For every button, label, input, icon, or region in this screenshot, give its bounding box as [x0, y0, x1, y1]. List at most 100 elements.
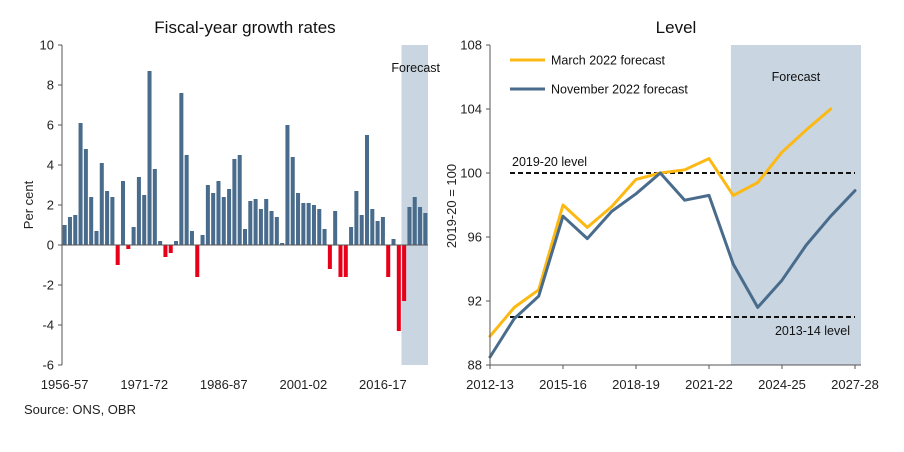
- growth-bar: [343, 245, 348, 277]
- growth-bar: [423, 213, 428, 245]
- growth-bar: [274, 217, 279, 245]
- level-y-tick-label: 88: [468, 358, 482, 373]
- growth-bar: [73, 215, 78, 245]
- growth-bar: [211, 193, 216, 245]
- growth-y-tick-label: 4: [47, 158, 54, 173]
- reference-line-label: 2019-20 level: [512, 155, 587, 169]
- level-y-tick-label: 92: [468, 294, 482, 309]
- growth-bar: [131, 227, 136, 245]
- growth-bar: [386, 245, 391, 277]
- growth-x-tick-label: 1986-87: [200, 377, 248, 392]
- growth-bar: [407, 207, 412, 245]
- growth-bar: [338, 245, 343, 277]
- growth-bar: [94, 231, 99, 245]
- growth-y-tick-label: -4: [42, 318, 54, 333]
- growth-bar: [333, 211, 338, 245]
- growth-bar: [136, 177, 141, 245]
- growth-bar: [364, 135, 370, 245]
- growth-y-tick-label: 10: [40, 38, 54, 53]
- growth-bar: [227, 189, 232, 245]
- growth-chart-title: Fiscal-year growth rates: [154, 18, 335, 37]
- growth-bar: [89, 197, 94, 245]
- level-y-tick-label: 96: [468, 230, 482, 245]
- level-chart-ylabel: 2019-20 = 100: [444, 164, 459, 248]
- growth-bar: [205, 185, 210, 245]
- level-x-tick-label: 2012-13: [466, 377, 514, 392]
- growth-y-tick-label: 2: [47, 198, 54, 213]
- growth-bar: [67, 217, 72, 245]
- growth-bar: [237, 155, 242, 245]
- growth-bar: [418, 207, 423, 245]
- growth-bar: [280, 243, 285, 245]
- growth-forecast-label: Forecast: [391, 61, 440, 75]
- growth-bar: [354, 191, 359, 245]
- level-x-tick-label: 2021-22: [685, 377, 733, 392]
- growth-bar: [105, 191, 110, 245]
- growth-bar: [120, 181, 126, 245]
- growth-bar: [317, 209, 322, 245]
- level-y-tick-label: 100: [460, 166, 482, 181]
- growth-y-tick-label: -6: [42, 358, 54, 373]
- growth-bar: [349, 227, 354, 245]
- growth-bar: [311, 205, 316, 245]
- legend-label: March 2022 forecast: [551, 54, 665, 68]
- growth-bar: [200, 235, 205, 245]
- growth-bar: [158, 241, 163, 245]
- growth-bar: [290, 157, 295, 245]
- growth-bar: [216, 181, 221, 245]
- growth-bar: [402, 245, 407, 301]
- growth-bar: [110, 197, 115, 245]
- growth-bar: [83, 149, 88, 245]
- growth-bar: [253, 199, 258, 245]
- growth-bar: [306, 203, 311, 245]
- growth-bar: [62, 225, 67, 245]
- growth-rates-chart: Fiscal-year growth rates Per cent Foreca…: [21, 18, 441, 392]
- growth-bar: [359, 215, 364, 245]
- growth-bar: [152, 169, 157, 245]
- series-line: [488, 171, 857, 359]
- growth-bar: [189, 231, 194, 245]
- growth-bar: [184, 155, 189, 245]
- level-forecast-label: Forecast: [772, 70, 821, 84]
- growth-bar: [147, 71, 152, 245]
- growth-bar: [168, 245, 173, 253]
- level-y-tick-label: 108: [460, 38, 482, 53]
- level-x-tick-label: 2018-19: [612, 377, 660, 392]
- growth-x-tick-label: 1956-57: [41, 377, 89, 392]
- source-note: Source: ONS, OBR: [24, 402, 136, 417]
- growth-y-tick-label: 0: [47, 238, 54, 253]
- growth-bar: [285, 125, 290, 245]
- growth-x-tick-label: 2001-02: [279, 377, 327, 392]
- growth-bar: [142, 195, 147, 245]
- growth-bar: [396, 245, 401, 331]
- growth-y-tick-label: -2: [42, 278, 54, 293]
- growth-bar: [78, 123, 83, 245]
- growth-bar: [380, 217, 385, 245]
- growth-bar: [391, 239, 396, 245]
- reference-line-label: 2013-14 level: [775, 324, 850, 338]
- growth-bar: [126, 245, 131, 249]
- growth-bar: [296, 193, 301, 245]
- growth-bar: [115, 245, 120, 265]
- growth-bar: [232, 159, 237, 245]
- legend-label: November 2022 forecast: [551, 83, 688, 97]
- level-chart-title: Level: [656, 18, 697, 37]
- growth-bar: [322, 229, 327, 245]
- growth-x-tick-label: 1971-72: [120, 377, 168, 392]
- growth-bar: [264, 199, 269, 245]
- growth-bar: [412, 197, 417, 245]
- level-x-tick-label: 2027-28: [831, 377, 879, 392]
- growth-bar: [327, 245, 332, 269]
- growth-bar: [174, 241, 179, 245]
- growth-bar: [258, 209, 263, 245]
- growth-bar: [221, 197, 226, 245]
- growth-bar: [370, 209, 375, 245]
- growth-x-tick-label: 2016-17: [359, 377, 407, 392]
- growth-bar: [179, 93, 184, 245]
- growth-plot-area: Forecast 10 8 6 4 2 0 -2 -4 -6 1956-57 1971-72 1986-…: [40, 38, 441, 393]
- growth-chart-ylabel: Per cent: [21, 180, 36, 229]
- growth-bar: [269, 211, 274, 245]
- level-x-tick-label: 2015-16: [539, 377, 587, 392]
- growth-bar: [242, 229, 248, 245]
